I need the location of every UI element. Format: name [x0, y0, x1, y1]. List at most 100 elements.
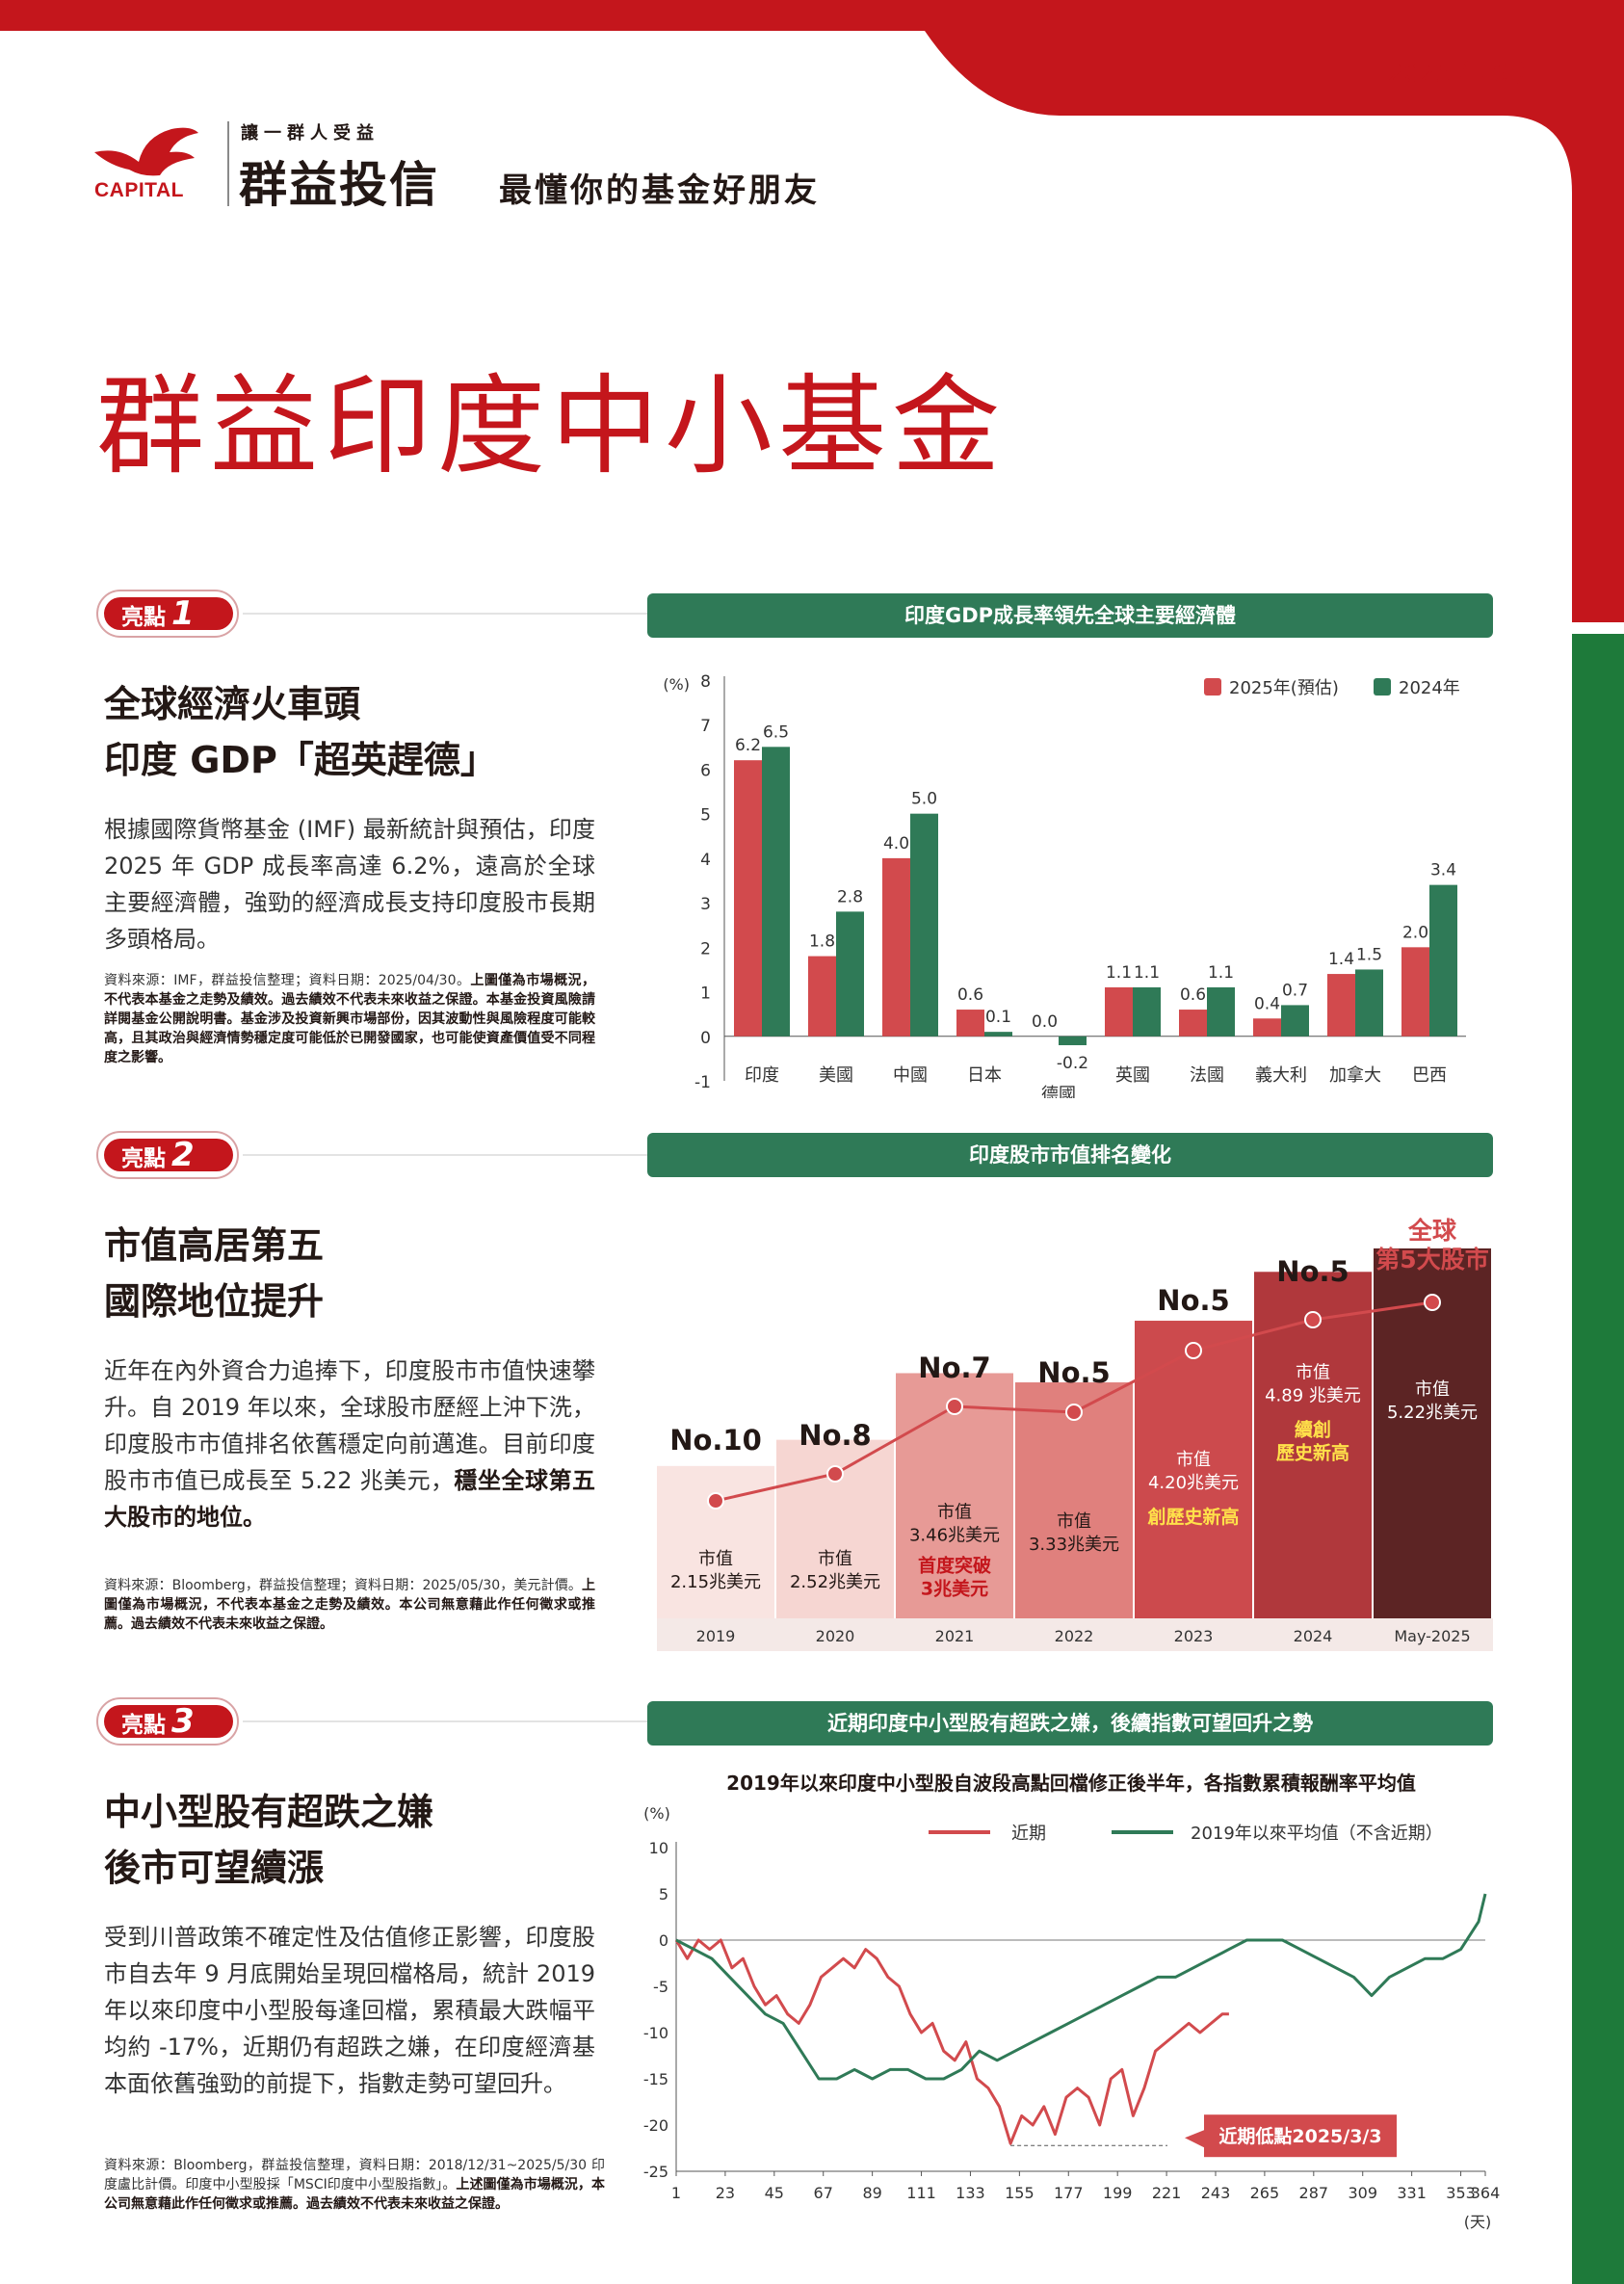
x-tick-label: 353 [1446, 2184, 1476, 2202]
data-label: 1.4 [1328, 950, 1354, 969]
cap-value: 2.52兆美元 [790, 1572, 880, 1592]
bar [1281, 1005, 1309, 1037]
divider-line [243, 1154, 647, 1156]
source-disclaimer: 上圖僅為市場概況，不代表本基金之走勢及績效。本公司無意藉此作任何徵求或推薦。過去… [104, 1578, 595, 1632]
rank-label: No.5 [1276, 1255, 1349, 1288]
source-disclaimer: 上述圖僅為市場概況，本公司無意藉此作任何徵求或推薦。過去績效不代表未來收益之保證… [104, 2177, 605, 2212]
cap-note: 歷史新高 [1276, 1441, 1349, 1463]
data-label: 1.1 [1208, 963, 1234, 983]
x-tick-label: 加拿大 [1329, 1064, 1381, 1086]
issue-date: 2025 年 6 月 [1387, 60, 1541, 89]
x-tick-label: 美國 [819, 1065, 853, 1086]
source-disclaimer: 上圖僅為市場概況，不代表本基金之走勢及績效。過去績效不代表未來收益之保證。本基金… [104, 973, 596, 1065]
smallcap-drawdown-chart: 2019年以來印度中小型股自波段高點回檔修正後半年，各指數累積報酬率平均值 (%)… [643, 1772, 1501, 2231]
headline-line-1: 全球經濟火車頭 [104, 683, 361, 725]
x-tick-label: 英國 [1115, 1065, 1150, 1086]
cap-label: 市值 [818, 1549, 852, 1569]
y-tick-label: 10 [649, 1839, 668, 1857]
x-tick-label: 364 [1471, 2184, 1501, 2202]
data-label: 0.0 [1032, 1012, 1058, 1032]
highlight-label: 亮點 [121, 1146, 166, 1171]
x-tick-label: 日本 [967, 1065, 1002, 1086]
y-tick-label: -15 [643, 2070, 668, 2088]
cap-value: 3.46兆美元 [909, 1525, 1000, 1545]
x-tick-label: 23 [716, 2184, 735, 2202]
headline-line-1: 中小型股有超跌之嫌 [104, 1791, 434, 1833]
headline-line-2: 後市可望續漲 [104, 1847, 325, 1889]
section-source: 資料來源：IMF，群益投信整理；資料日期：2025/04/30。上圖僅為市場概況… [104, 971, 595, 1067]
x-tick-label: 2021 [935, 1627, 975, 1645]
x-tick-label: 133 [956, 2184, 985, 2202]
body-emphasis: 穩坐全球第五大股市的地位。 [104, 1467, 595, 1531]
data-label: 1.5 [1356, 945, 1382, 964]
section-body: 近年在內外資合力追捧下，印度股市市值快速攀升。自 2019 年以來，全球股市歷經… [104, 1352, 595, 1536]
bar [762, 747, 790, 1037]
y-tick-label: 7 [700, 717, 711, 736]
x-tick-label: 45 [765, 2184, 784, 2202]
data-label: 0.6 [1180, 985, 1206, 1005]
headline-line-1: 市值高居第五 [104, 1224, 325, 1267]
divider-line [243, 1720, 647, 1722]
section-body: 受到川普政策不確定性及估值修正影響，印度股市自去年 9 月底開始呈現回檔格局，統… [104, 1924, 595, 2097]
x-tick-label: 265 [1250, 2184, 1280, 2202]
highlight-label: 亮點 [121, 1713, 166, 1738]
source-note: 資料來源：Bloomberg，群益投信整理；資料日期：2025/05/30，美元… [104, 1578, 582, 1593]
x-tick-label: 309 [1348, 2184, 1377, 2202]
highlight-number: 3 [171, 1702, 195, 1741]
rank-point [946, 1398, 963, 1415]
bar [1105, 986, 1133, 1037]
bar [1355, 969, 1383, 1037]
cap-value: 4.89 兆美元 [1265, 1385, 1361, 1405]
x-tick-label: 法國 [1190, 1065, 1224, 1086]
data-label: 4.0 [883, 834, 909, 853]
callout-label: 全球 [1407, 1217, 1457, 1245]
x-tick-label: 中國 [893, 1065, 928, 1086]
x-tick-label: 243 [1201, 2184, 1231, 2202]
rank-label: No.7 [918, 1352, 990, 1384]
legend-label: 2025年(預估) [1229, 678, 1339, 698]
legend-label: 2019年以來平均值（不含近期） [1191, 1824, 1443, 1844]
cap-label: 市值 [698, 1549, 733, 1569]
rank-label: No.10 [669, 1424, 762, 1457]
logo-divider [227, 121, 229, 206]
series-line [674, 1938, 1229, 2145]
slogan: 最懂你的基金好朋友 [499, 171, 820, 210]
data-label: -0.2 [1057, 1054, 1088, 1073]
rank-point [707, 1492, 724, 1510]
section-headline: 市值高居第五 國際地位提升 [104, 1218, 324, 1329]
top-corner-white [925, 0, 1624, 250]
legend-swatch [1204, 678, 1221, 696]
brand-tagline: 讓一群人受益 [241, 123, 380, 144]
bar [808, 956, 836, 1037]
chart-title-banner: 印度GDP成長率領先全球主要經濟體 [647, 593, 1493, 638]
y-tick-label: -25 [643, 2163, 668, 2181]
top-corner-curve [925, 0, 1624, 193]
x-unit-label: (天) [1464, 2213, 1492, 2231]
bar [1015, 1382, 1133, 1618]
section-source: 資料來源：Bloomberg，群益投信整理，資料日期：2018/12/31~20… [104, 2156, 605, 2214]
y-tick-label: 0 [659, 1931, 668, 1950]
year-strip [657, 1618, 1493, 1651]
x-tick-label: 1 [671, 2184, 681, 2202]
y-tick-label: -5 [653, 1978, 668, 1996]
x-tick-label: 德國 [1041, 1085, 1076, 1098]
rank-point [1424, 1294, 1441, 1311]
annotation-box [1204, 2114, 1397, 2158]
x-tick-label: 111 [906, 2184, 936, 2202]
y-tick-label: 4 [700, 851, 711, 870]
highlight-label: 亮點 [121, 605, 166, 630]
rank-label: No.5 [1157, 1284, 1229, 1317]
data-label: 2.0 [1402, 923, 1428, 942]
x-tick-label: 巴西 [1412, 1065, 1447, 1086]
data-label: 6.2 [735, 736, 761, 755]
section-source: 資料來源：Bloomberg，群益投信整理；資料日期：2025/05/30，美元… [104, 1576, 595, 1634]
bar [882, 857, 910, 1037]
highlight-tag-3: 亮點 3 [96, 1697, 239, 1746]
section-headline: 中小型股有超跌之嫌 後市可望續漲 [104, 1784, 433, 1896]
data-label: 3.4 [1430, 861, 1456, 880]
x-tick-label: 67 [814, 2184, 833, 2202]
source-note: 資料來源：Bloomberg，群益投信整理，資料日期：2018/12/31~20… [104, 2158, 605, 2192]
x-tick-label: 89 [862, 2184, 881, 2202]
legend-label: 2024年 [1399, 678, 1460, 698]
chart-title-banner: 近期印度中小型股有超跌之嫌，後續指數可望回升之勢 [647, 1701, 1493, 1746]
